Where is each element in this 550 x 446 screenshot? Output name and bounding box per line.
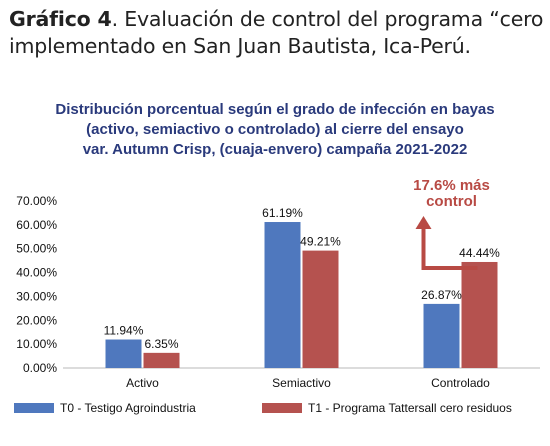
y-tick-label: 0.00% (23, 361, 57, 375)
data-label: 26.87% (421, 288, 462, 302)
y-tick-label: 70.00% (16, 194, 57, 208)
y-tick-label: 30.00% (16, 289, 57, 303)
data-label: 61.19% (262, 206, 303, 220)
legend-label-t1: T1 - Programa Tattersall cero residuos (308, 401, 512, 415)
bar-t1 (143, 352, 180, 368)
annotation-text-line-2: control (426, 193, 477, 210)
bar-t0 (423, 303, 460, 368)
legend-swatch-t1 (262, 403, 302, 413)
y-tick-label: 20.00% (16, 313, 57, 327)
category-label: Semiactivo (272, 376, 331, 390)
y-tick-label: 60.00% (16, 218, 57, 232)
chart-title-line-1: Distribución porcentual según el grado d… (55, 101, 495, 118)
chart-title-line-2: (activo, semiactivo o controlado) al cie… (86, 121, 464, 138)
bar-t1 (461, 261, 498, 368)
bar-t0 (264, 222, 301, 368)
chart-title: Distribución porcentual según el grado d… (0, 100, 550, 160)
chart-title-line-3: var. Autumn Crisp, (cuaja-envero) campañ… (82, 141, 468, 158)
y-tick-label: 10.00% (16, 337, 57, 351)
y-tick-label: 40.00% (16, 266, 57, 280)
figure-label: Gráfico 4 (9, 7, 112, 31)
bar-t1 (302, 250, 339, 368)
legend-swatch-t0 (14, 403, 54, 413)
data-label: 44.44% (459, 246, 500, 260)
category-label: Controlado (431, 376, 490, 390)
category-label: Activo (126, 376, 159, 390)
annotation-arrowhead (415, 216, 432, 229)
legend-label-t0: T0 - Testigo Agroindustria (60, 401, 196, 415)
bar-t0 (105, 339, 142, 368)
data-label: 6.35% (144, 337, 178, 351)
annotation-text-line-1: 17.6% más (413, 177, 490, 194)
data-label: 49.21% (300, 235, 341, 249)
figure-heading: Gráfico 4. Evaluación de control del pro… (9, 6, 544, 60)
figure-caption: . Evaluación de control del programa “ce… (9, 7, 544, 58)
annotation-arrow (421, 228, 478, 270)
y-tick-label: 50.00% (16, 242, 57, 256)
data-label: 11.94% (104, 324, 144, 338)
